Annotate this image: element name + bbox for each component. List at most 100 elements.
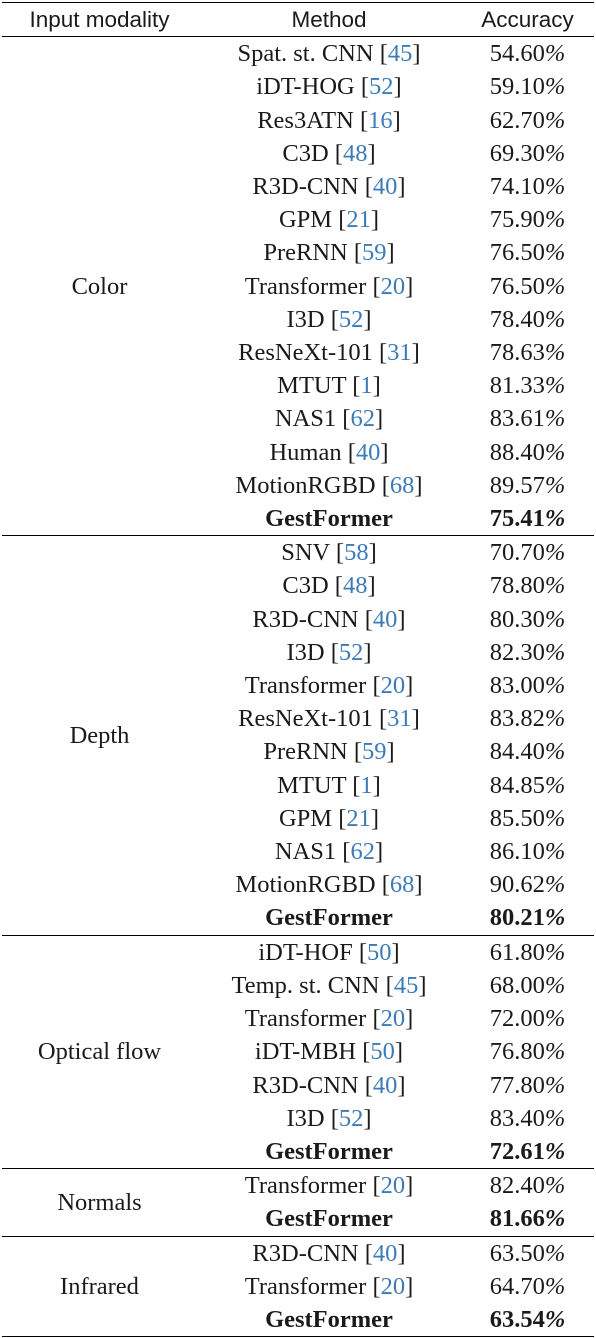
accuracy-cell: 74.10% (461, 170, 594, 203)
percent-sign: % (544, 1104, 566, 1132)
method-cell: iDT-HOF [50] (258, 938, 400, 966)
percent-sign: % (544, 1272, 566, 1300)
accuracy-cell: 63.54% (461, 1303, 594, 1337)
citation-link[interactable]: 1 (360, 771, 373, 799)
citation-link[interactable]: 52 (338, 1104, 364, 1132)
citation-link[interactable]: 40 (372, 605, 398, 633)
method-name: I3D (286, 638, 325, 666)
citation-link[interactable]: 50 (367, 938, 392, 966)
citation-link[interactable]: 62 (350, 405, 375, 433)
accuracy-cell: 83.82% (461, 702, 594, 735)
table-row: MotionRGBD [68] 90.62% (2, 868, 594, 901)
citation-link[interactable]: 20 (380, 672, 406, 700)
method-cell: PreRNN [59] (263, 239, 395, 267)
method-cell: GestFormer (197, 502, 461, 536)
percent-sign: % (544, 705, 566, 733)
percent-sign: % (544, 938, 566, 966)
citation-link[interactable]: 20 (380, 272, 406, 300)
modality-cell: Infrared (60, 1272, 139, 1300)
method-cell: I3D [52] (286, 638, 372, 666)
header-method: Method (291, 7, 367, 32)
percent-sign: % (544, 272, 566, 300)
accuracy-value: 72.00 (489, 1005, 545, 1033)
citation-link[interactable]: 40 (355, 438, 381, 466)
method-name: GestFormer (265, 1137, 393, 1165)
citation-link[interactable]: 52 (338, 305, 364, 333)
table-row: C3D [48] 78.80% (2, 569, 594, 602)
modality-group: Depth SNV [58] 70.70% C3D [48] 78.80% R3D-CNN… (2, 536, 594, 936)
method-name: Transformer (244, 272, 367, 300)
percent-sign: % (544, 239, 566, 267)
method-cell: Temp. st. CNN [45] (231, 971, 427, 999)
citation-link[interactable]: 48 (342, 572, 368, 600)
accuracy-value: 77.80 (489, 1071, 545, 1099)
citation-link[interactable]: 45 (387, 40, 413, 68)
percent-sign: % (544, 1137, 566, 1165)
accuracy-cell: 77.80% (461, 1069, 594, 1102)
method-name: Human (269, 438, 342, 466)
citation-link[interactable]: 58 (344, 539, 369, 567)
table-row: PreRNN [59] 84.40% (2, 735, 594, 768)
percent-sign: % (544, 904, 566, 932)
citation-link[interactable]: 16 (368, 106, 393, 134)
citation-link[interactable]: 50 (370, 1038, 395, 1066)
method-name: iDT-HOF (258, 938, 353, 966)
accuracy-cell: 76.50% (461, 236, 594, 269)
method-cell: MTUT [1] (277, 372, 381, 400)
table-row: R3D-CNN [40] 74.10% (2, 170, 594, 203)
citation-link[interactable]: 40 (372, 173, 398, 201)
percent-sign: % (544, 438, 566, 466)
percent-sign: % (544, 1305, 566, 1333)
citation-link[interactable]: 20 (380, 1005, 406, 1033)
citation-link[interactable]: 31 (387, 339, 412, 367)
citation-link[interactable]: 59 (362, 738, 387, 766)
method-name: R3D-CNN (252, 1071, 359, 1099)
method-cell: ResNeXt-101 [31] (238, 705, 420, 733)
table-row: Color Spat. st. CNN [45] 54.60% (2, 37, 594, 299)
percent-sign: % (544, 572, 566, 600)
method-name: ResNeXt-101 (238, 705, 373, 733)
citation-link[interactable]: 21 (346, 804, 371, 832)
citation-link[interactable]: 40 (372, 1239, 398, 1267)
method-name: C3D (282, 572, 329, 600)
citation-link[interactable]: 20 (380, 1172, 406, 1200)
table-row: Depth SNV [58] 70.70% (2, 536, 594, 749)
citation-link[interactable]: 31 (387, 705, 412, 733)
citation-link[interactable]: 62 (350, 838, 375, 866)
table-row: PreRNN [59] 76.50% (2, 236, 594, 269)
percent-sign: % (544, 971, 566, 999)
method-name: I3D (286, 305, 325, 333)
method-name: Temp. st. CNN (231, 971, 380, 999)
table-row: R3D-CNN [40] 80.30% (2, 603, 594, 636)
table-row: GestFormer 63.54% (2, 1303, 594, 1337)
accuracy-value: 74.10 (489, 173, 545, 201)
modality-group: Optical flow iDT-HOF [50] 61.80% Temp. st. … (2, 935, 594, 1169)
accuracy-cell: 78.63% (461, 336, 594, 369)
accuracy-cell: 72.61% (461, 1135, 594, 1169)
citation-link[interactable]: 48 (342, 139, 368, 167)
citation-link[interactable]: 45 (393, 971, 419, 999)
table-row: GPM [21] 85.50% (2, 802, 594, 835)
citation-link[interactable]: 52 (369, 73, 394, 101)
citation-link[interactable]: 40 (372, 1071, 398, 1099)
citation-link[interactable]: 68 (389, 871, 415, 899)
percent-sign: % (544, 738, 566, 766)
percent-sign: % (544, 1172, 566, 1200)
method-name: R3D-CNN (252, 605, 359, 633)
accuracy-value: 54.60 (489, 40, 545, 68)
citation-link[interactable]: 1 (360, 372, 373, 400)
citation-link[interactable]: 20 (380, 1272, 406, 1300)
citation-link[interactable]: 21 (346, 206, 371, 234)
method-name: GPM (278, 206, 333, 234)
accuracy-cell: 63.50% (461, 1236, 594, 1270)
citation-link[interactable]: 52 (338, 638, 364, 666)
method-name: iDT-HOG (256, 73, 355, 101)
citation-link[interactable]: 59 (362, 239, 387, 267)
method-name: MotionRGBD (235, 471, 376, 499)
percent-sign: % (544, 139, 566, 167)
accuracy-cell: 89.57% (461, 469, 594, 502)
citation-link[interactable]: 68 (389, 471, 415, 499)
accuracy-cell: 80.21% (461, 901, 594, 935)
method-cell: GestFormer (197, 1135, 461, 1169)
percent-sign: % (544, 539, 566, 567)
